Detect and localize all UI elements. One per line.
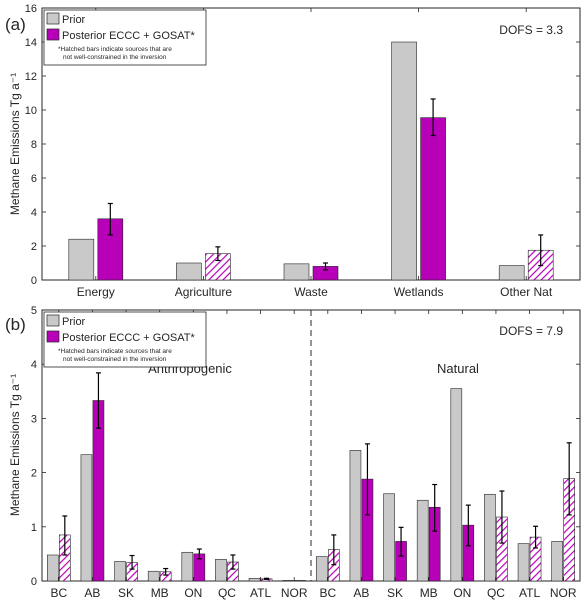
prior-bar	[80, 454, 93, 582]
prior-bar	[551, 541, 563, 582]
prior-bar	[517, 543, 530, 582]
legend-posterior-label: Posterior ECCC + GOSAT*	[62, 30, 195, 42]
panel-a-y-axis-label: Methane Emissions Tg a⁻¹	[8, 73, 22, 215]
y-tick-label: 4	[31, 207, 37, 219]
x-tick-label: Other Nat	[500, 285, 553, 299]
x-tick-label: BC	[319, 586, 336, 600]
y-tick-label: 2	[31, 468, 37, 480]
x-tick-label: Wetlands	[394, 285, 444, 299]
x-tick-label: AB	[84, 586, 100, 600]
prior-bar	[450, 388, 463, 582]
posterior-bar	[420, 117, 446, 281]
y-tick-label: 0	[31, 576, 37, 588]
prior-bar	[416, 499, 429, 582]
prior-bar	[498, 265, 525, 281]
legend-prior-label: Prior	[62, 316, 86, 328]
x-tick-label: ATL	[519, 586, 540, 600]
panel-b: 0 1 2 3 4 5 BC AB SK MB ON QC ATL NOR BC AB SK MB ON QC ATL…	[5, 305, 581, 600]
y-tick-label: 0	[31, 275, 37, 287]
panel-b-bars	[47, 372, 575, 582]
x-tick-label: NOR	[281, 586, 308, 600]
panel-a-dofs: DOFS = 3.3	[499, 23, 563, 37]
legend-note-line1: *Hatched bars indicate sources that are	[58, 348, 172, 355]
panel-a-legend: Prior Posterior ECCC + GOSAT* *Hatched b…	[43, 9, 207, 66]
y-tick-label: 2	[31, 241, 37, 253]
y-tick-label: 10	[25, 105, 37, 117]
posterior-bar	[294, 580, 306, 582]
x-tick-label: SK	[387, 586, 403, 600]
prior-bar	[282, 580, 294, 582]
x-tick-label: ATL	[250, 586, 271, 600]
panel-b-y-ticks: 0 1 2 3 4 5	[31, 305, 580, 588]
legend-posterior-swatch	[46, 28, 60, 41]
prior-bar	[316, 556, 328, 582]
legend-prior-swatch	[46, 12, 60, 25]
x-tick-label: QC	[218, 586, 236, 600]
prior-bar	[176, 262, 202, 281]
prior-bar	[383, 493, 395, 582]
prior-bar	[147, 570, 160, 582]
panel-b-label: (b)	[5, 315, 26, 334]
y-tick-label: 1	[31, 522, 37, 534]
legend-posterior-swatch	[46, 330, 60, 343]
legend-note-line1: *Hatched bars indicate sources that are	[58, 46, 172, 53]
panel-a-x-labels: Energy Agriculture Waste Wetlands Other Nat	[77, 8, 553, 299]
y-tick-label: 6	[31, 173, 37, 185]
panel-a: 0 2 4 6 8 10 12 14 16 Energy Agriculture Waste Wetl…	[5, 3, 581, 299]
prior-bar	[215, 559, 227, 582]
prior-bar	[68, 238, 95, 281]
x-tick-label: Energy	[77, 285, 115, 299]
prior-bar	[181, 551, 194, 582]
x-tick-label: BC	[50, 586, 67, 600]
legend-prior-label: Prior	[62, 14, 86, 26]
x-tick-label: AB	[353, 586, 369, 600]
y-tick-label: 4	[31, 359, 37, 371]
x-tick-label: Agriculture	[175, 285, 233, 299]
legend-box	[43, 9, 207, 66]
panel-a-y-ticks: 0 2 4 6 8 10 12 14 16	[25, 3, 580, 287]
y-tick-label: 16	[25, 3, 37, 15]
group-label-natural: Natural	[437, 361, 479, 376]
y-tick-label: 8	[31, 139, 37, 151]
x-tick-label: ON	[184, 586, 202, 600]
panel-b-y-axis-label: Methane Emissions Tg a⁻¹	[8, 374, 22, 516]
prior-bar	[391, 41, 417, 281]
panel-b-x-labels: BC AB SK MB ON QC ATL NOR BC AB SK MB ON QC ATL NOR	[50, 310, 577, 600]
panel-a-bars	[68, 41, 554, 281]
y-tick-label: 5	[31, 305, 37, 317]
x-tick-label: QC	[487, 586, 505, 600]
x-tick-label: NOR	[550, 586, 577, 600]
x-tick-label: MB	[420, 586, 438, 600]
y-tick-label: 3	[31, 413, 37, 425]
prior-bar	[114, 561, 126, 582]
panel-b-legend: Prior Posterior ECCC + GOSAT* *Hatched b…	[43, 311, 207, 368]
x-tick-label: Waste	[294, 285, 328, 299]
y-tick-label: 12	[25, 71, 37, 83]
legend-note-line2: not well-constrained in the inversion	[63, 356, 167, 363]
panel-b-dofs: DOFS = 7.9	[499, 324, 563, 338]
panel-a-label: (a)	[5, 15, 26, 34]
prior-bar	[248, 577, 261, 582]
prior-bar	[349, 450, 362, 582]
legend-prior-swatch	[46, 314, 60, 327]
prior-bar	[283, 263, 310, 281]
y-tick-label: 14	[25, 37, 37, 49]
prior-bar	[484, 493, 496, 582]
x-tick-label: SK	[118, 586, 134, 600]
legend-box	[43, 311, 207, 368]
x-tick-label: ON	[453, 586, 471, 600]
legend-posterior-label: Posterior ECCC + GOSAT*	[62, 332, 195, 344]
prior-bar	[47, 554, 59, 582]
legend-note-line2: not well-constrained in the inversion	[63, 54, 167, 61]
x-tick-label: MB	[151, 586, 169, 600]
